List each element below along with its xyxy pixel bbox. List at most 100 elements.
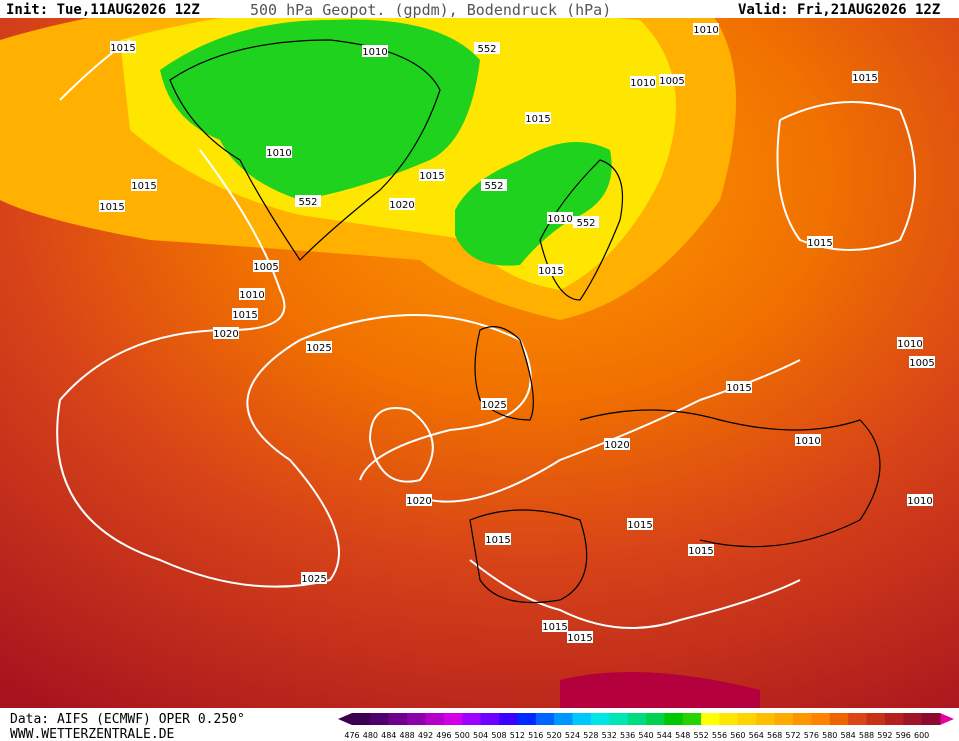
isobar-label: 1010 [630, 78, 655, 89]
site-url: WWW.WETTERZENTRALE.DE [10, 727, 174, 741]
colorbar-label: 492 [418, 731, 433, 740]
isobar-label-box [131, 179, 157, 191]
colorbar-label: 480 [363, 731, 378, 740]
colorbar-swatch [774, 713, 794, 725]
isobar-label-box [573, 216, 599, 228]
isobar-label: 552 [484, 181, 503, 192]
isobar-label-box [807, 236, 833, 248]
colorbar-swatch [719, 713, 739, 725]
isobar-label: 1005 [909, 358, 934, 369]
coastlines [169, 39, 881, 604]
colorbar-label: 524 [565, 731, 580, 740]
isobar-label-box [726, 381, 752, 393]
isobar-label: 1025 [481, 400, 506, 411]
colorbar-swatch [756, 713, 776, 725]
colorbar-swatch [737, 713, 757, 725]
header-bar [0, 0, 959, 18]
data-source: Data: AIFS (ECMWF) OPER 0.250° [10, 712, 245, 727]
isobar-label-box [688, 544, 714, 556]
isobar-label: 552 [298, 197, 317, 208]
isobar-label-box [239, 288, 265, 300]
colorbar-label: 576 [804, 731, 819, 740]
isobar-label-box [525, 112, 551, 124]
isobar-label: 1010 [547, 214, 572, 225]
isobar-label: 1010 [693, 25, 718, 36]
colorbar-label: 580 [822, 731, 837, 740]
isobar-label-box [213, 327, 239, 339]
colorbar-swatch [921, 713, 941, 725]
isobar-label: 1015 [99, 202, 124, 213]
isobar-label-box [481, 179, 507, 191]
colorbar-label: 552 [693, 731, 708, 740]
isobar-label-box [693, 23, 719, 35]
colorbar-arrow [338, 713, 352, 725]
colorbar-swatch [554, 713, 573, 725]
isobar-label-box [419, 169, 445, 181]
isobar-label-box [232, 308, 258, 320]
colorbar-swatch [793, 713, 812, 725]
colorbar-swatch [590, 713, 610, 725]
colorbar-swatch [664, 713, 684, 725]
colorbar-label: 512 [510, 731, 525, 740]
colorbar-swatch [609, 713, 629, 725]
isobar-label-box [604, 438, 630, 450]
colorbar-swatch [701, 713, 720, 725]
colorbar-label: 600 [914, 731, 929, 740]
isobar-label: 1015 [525, 114, 550, 125]
colorbar-label: 484 [381, 731, 396, 740]
isobar-label-box [481, 398, 507, 410]
isobar-label-box [538, 264, 564, 276]
colorbar-arrow [940, 713, 954, 725]
isobar-label: 1010 [795, 436, 820, 447]
warm-zone [560, 672, 760, 708]
isobar-label: 1020 [604, 440, 629, 451]
isobar-label-box [474, 42, 500, 54]
colorbar-swatch [425, 713, 445, 725]
colorbar-label: 548 [675, 731, 690, 740]
colorbar-swatch [884, 713, 904, 725]
colorbar-swatch [646, 713, 665, 725]
colorbar-swatch [829, 713, 849, 725]
isobar-label: 1020 [389, 200, 414, 211]
colorbar-swatch [352, 713, 371, 725]
isobar-label-box [301, 572, 327, 584]
isobar-label: 1010 [897, 339, 922, 350]
isobar-label: 1015 [688, 546, 713, 557]
isobar-label: 1015 [852, 73, 877, 84]
isobar-label: 1015 [726, 383, 751, 394]
isobar-label: 552 [576, 218, 595, 229]
colorbar-swatch [572, 713, 592, 725]
isobar-label-box [659, 74, 685, 86]
isobar-label: 1015 [419, 171, 444, 182]
isobar-label-box [909, 356, 935, 368]
colorbar-swatch [443, 713, 463, 725]
isobar-label: 1015 [627, 520, 652, 531]
isobar-label-box [362, 45, 388, 57]
isobar-label: 1010 [266, 148, 291, 159]
map-title: 500 hPa Geopot. (gpdm), Bodendruck (hPa) [250, 1, 611, 19]
init-time: Init: Tue,11AUG2026 12Z [6, 2, 200, 18]
isobar-label-box [852, 71, 878, 83]
isobar-label-box [795, 434, 821, 446]
isobar-label: 1010 [362, 47, 387, 58]
colorbar-swatch [462, 713, 482, 725]
colorbar-swatch [480, 713, 500, 725]
colorbar-swatch [811, 713, 831, 725]
colorbar-label: 504 [473, 731, 488, 740]
colorbar-label: 500 [455, 731, 470, 740]
colorbar-label: 556 [712, 731, 727, 740]
isobar-label-box [567, 631, 593, 643]
colorbar-swatch [499, 713, 518, 725]
colorbar-label: 584 [840, 731, 855, 740]
isobar-label: 1025 [306, 343, 331, 354]
isobar-label-box [253, 260, 279, 272]
isobar-label: 1015 [807, 238, 832, 249]
green-zone [160, 19, 480, 200]
colorbar-label: 572 [785, 731, 800, 740]
colorbar-swatch [517, 713, 537, 725]
colorbar-swatch [848, 713, 867, 725]
colorbar-label: 532 [602, 731, 617, 740]
colorbar-label: 560 [730, 731, 745, 740]
isobar-label-box [542, 620, 568, 632]
